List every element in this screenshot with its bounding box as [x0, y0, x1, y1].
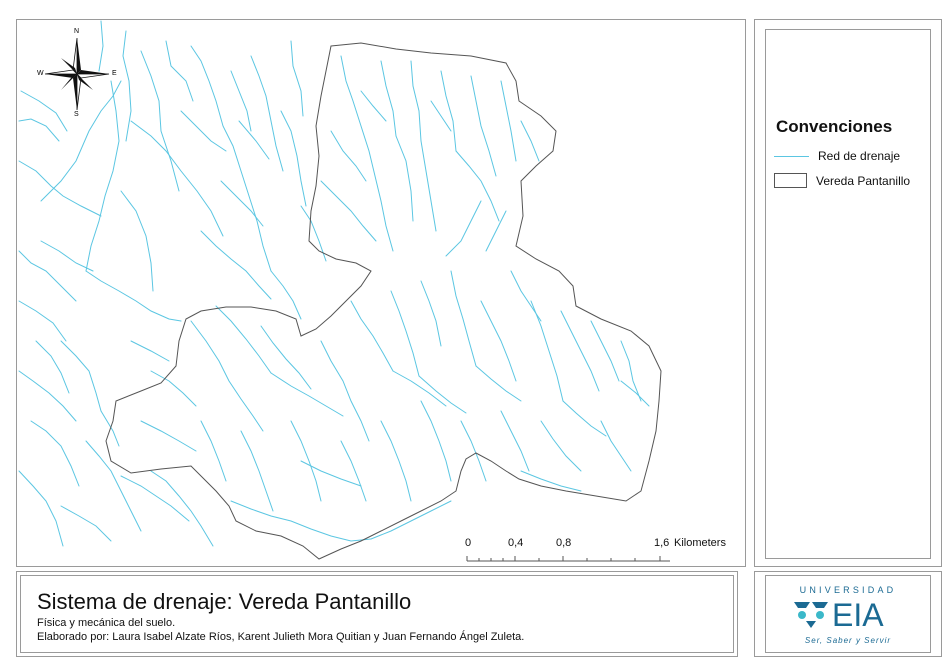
logo-name: EIA [832, 597, 884, 632]
logo-panel: UNIVERSIDAD EIA Ser, Saber y Servir [754, 571, 942, 657]
logo-university-text: UNIVERSIDAD [799, 585, 897, 595]
compass-s: S [74, 111, 79, 118]
vereda-pantanillo-boundary [105, 42, 662, 560]
compass-n: N [74, 28, 80, 35]
map-frame: N S W E 0 0,4 0,8 1,6 Kilometers [16, 19, 746, 567]
map-subtitle: Física y mecánica del suelo. [37, 617, 176, 629]
logo-tagline: Ser, Saber y Servir [804, 636, 892, 645]
scale-bar: 0 0,4 0,8 1,6 Kilometers [457, 537, 745, 566]
compass-e: E [112, 70, 117, 77]
legend-item-label: Vereda Pantanillo [816, 173, 911, 188]
legend-item-vereda: Vereda Pantanillo [774, 173, 910, 188]
polygon-swatch [774, 173, 807, 188]
drainage-network [18, 20, 650, 547]
logo-eia-mark: EIA [766, 594, 930, 637]
map-credits: Elaborado por: Laura Isabel Alzate Ríos,… [37, 631, 525, 643]
scale-tick-label-3: 1,6 [654, 537, 670, 549]
scale-unit: Kilometers [674, 537, 726, 549]
legend-item-drainage: Red de drenaje [774, 149, 900, 163]
scale-tick-label-2: 0,8 [556, 537, 572, 549]
compass-w: W [37, 70, 44, 77]
title-box: Sistema de drenaje: Vereda Pantanillo Fí… [20, 575, 734, 653]
eia-logo-icon: EIA [794, 597, 884, 633]
legend-item-label: Red de drenaje [818, 149, 901, 163]
north-arrow: N S W E [37, 28, 117, 120]
university-logo: UNIVERSIDAD EIA Ser, Saber y Servir [765, 575, 931, 653]
legend-title: Convenciones [776, 117, 893, 136]
title-block: Sistema de drenaje: Vereda Pantanillo Fí… [16, 571, 738, 657]
drainage-line-swatch [774, 155, 809, 157]
scale-tick-label-1: 0,4 [508, 537, 524, 549]
scale-tick-label-0: 0 [465, 537, 472, 549]
compass-rose-icon [44, 37, 110, 111]
scale-bar-graphic [466, 556, 670, 562]
legend-panel: Convenciones Red de drenaje Vereda Panta… [754, 19, 942, 567]
legend-box: Convenciones Red de drenaje Vereda Panta… [765, 29, 931, 559]
map-canvas [18, 20, 662, 560]
map-title: Sistema de drenaje: Vereda Pantanillo [37, 589, 412, 614]
